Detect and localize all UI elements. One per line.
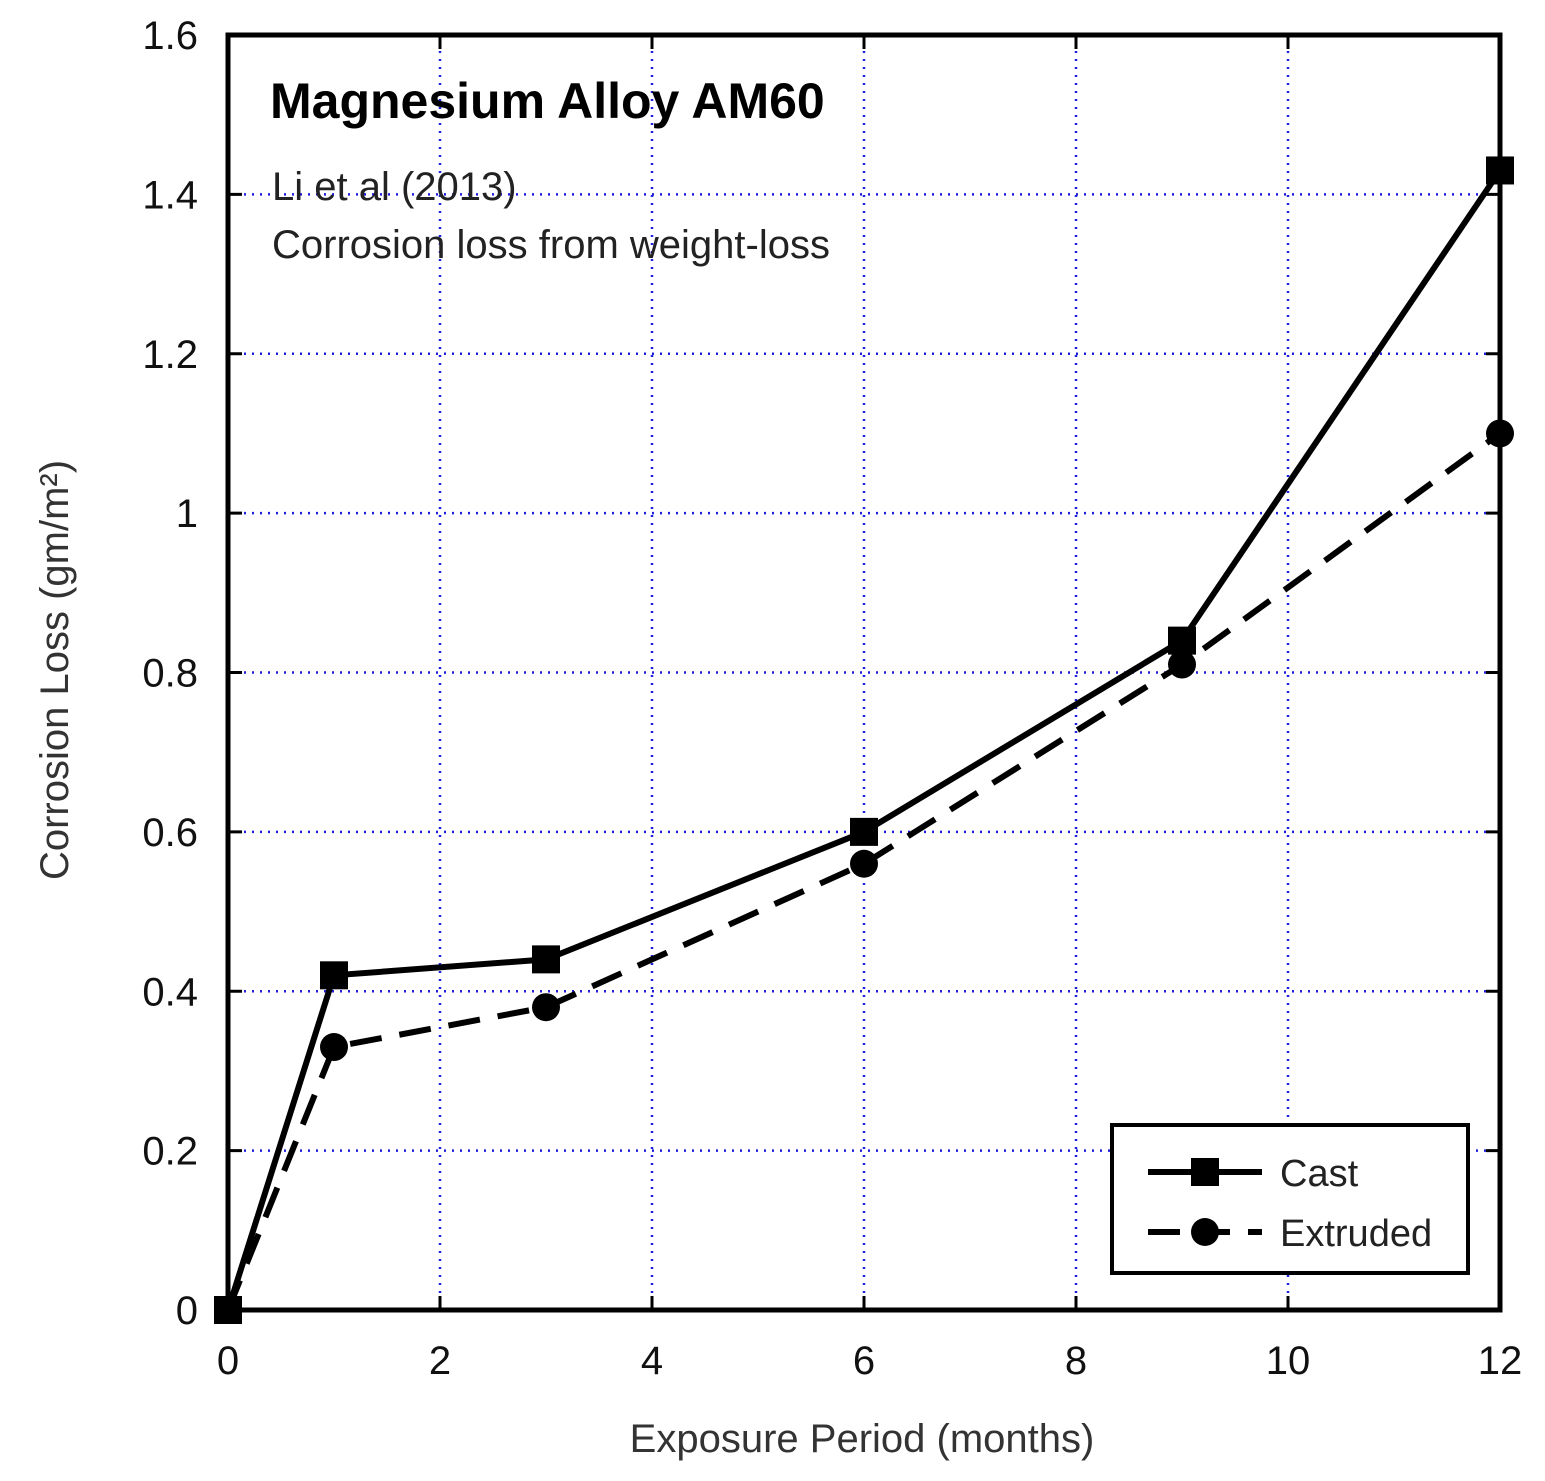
data-point-extruded	[532, 993, 560, 1022]
x-tick-label: 4	[641, 1339, 663, 1383]
y-tick-label: 1.2	[142, 333, 198, 377]
data-point-cast	[850, 817, 878, 846]
legend-item-extruded: Extruded	[1148, 1213, 1432, 1255]
legend-swatch-marker-cast	[1191, 1158, 1219, 1186]
y-tick-label: 1.6	[142, 14, 198, 58]
data-point-extruded	[320, 1033, 348, 1062]
tick-labels: 0 2 4 6 8 10 12 0 0.2 0.4 0.6 0.8 1 1.2 1.4 1.6	[142, 14, 1522, 1383]
y-tick-label: 0.4	[142, 970, 198, 1014]
y-tick-label: 0.6	[142, 811, 198, 855]
data-point-extruded	[850, 849, 878, 878]
legend: Cast Extruded	[1110, 1123, 1470, 1275]
legend-label-extruded: Extruded	[1280, 1213, 1432, 1255]
data-point-cast	[532, 945, 560, 974]
legend-swatch-marker-extruded	[1191, 1218, 1219, 1246]
x-tick-label: 2	[429, 1339, 451, 1383]
legend-item-cast: Cast	[1148, 1153, 1359, 1195]
y-tick-label: 1	[176, 492, 198, 536]
annotation-method: Corrosion loss from weight-loss	[272, 223, 830, 267]
legend-label-cast: Cast	[1280, 1153, 1359, 1195]
y-tick-label: 0.2	[142, 1130, 198, 1174]
series-line-cast	[225, 168, 1503, 1311]
plot-frame	[225, 32, 1503, 1313]
data-point-cast	[1168, 626, 1196, 655]
y-tick-label: 1.4	[142, 173, 198, 217]
x-tick-label: 10	[1266, 1339, 1311, 1383]
series-line-extruded	[225, 430, 1502, 1312]
annotation-source: Li et al (2013)	[272, 165, 517, 209]
y-axis-title: Corrosion Loss (gm/m²)	[33, 460, 77, 880]
x-tick-label: 12	[1478, 1339, 1523, 1383]
x-tick-label: 8	[1065, 1339, 1087, 1383]
x-axis-title: Exposure Period (months)	[630, 1417, 1095, 1461]
y-tick-label: 0	[176, 1289, 198, 1333]
chart-title: Magnesium Alloy AM60	[270, 73, 825, 129]
data-point-cast	[320, 961, 348, 990]
x-tick-label: 0	[217, 1339, 239, 1383]
data-point-extruded	[1168, 650, 1196, 679]
y-tick-label: 0.8	[142, 652, 198, 696]
legend-box	[1110, 1123, 1470, 1275]
x-tick-label: 6	[853, 1339, 875, 1383]
